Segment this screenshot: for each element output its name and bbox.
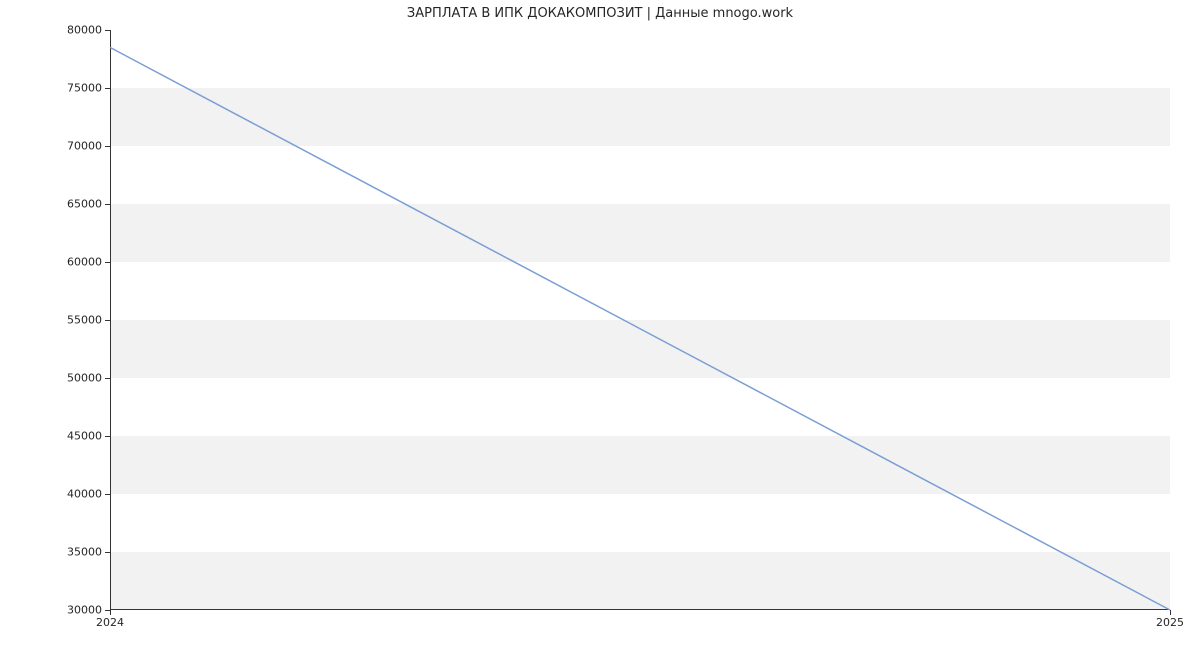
x-tick-mark xyxy=(1170,610,1171,615)
x-tick-label: 2024 xyxy=(96,616,124,629)
plot-area: 3000035000400004500050000550006000065000… xyxy=(110,30,1170,610)
x-tick-label: 2025 xyxy=(1156,616,1184,629)
y-tick-label: 60000 xyxy=(67,256,102,269)
y-tick-label: 80000 xyxy=(67,24,102,37)
y-tick-label: 35000 xyxy=(67,546,102,559)
y-tick-label: 70000 xyxy=(67,140,102,153)
y-tick-label: 55000 xyxy=(67,314,102,327)
x-tick-mark xyxy=(110,610,111,615)
y-tick-label: 75000 xyxy=(67,82,102,95)
y-tick-label: 30000 xyxy=(67,604,102,617)
chart-line xyxy=(110,30,1170,610)
salary-chart: ЗАРПЛАТА В ИПК ДОКАКОМПОЗИТ | Данные mno… xyxy=(0,0,1200,650)
y-tick-label: 50000 xyxy=(67,372,102,385)
series-salary xyxy=(110,47,1170,610)
chart-title: ЗАРПЛАТА В ИПК ДОКАКОМПОЗИТ | Данные mno… xyxy=(0,6,1200,21)
y-tick-label: 65000 xyxy=(67,198,102,211)
y-tick-label: 40000 xyxy=(67,488,102,501)
y-tick-label: 45000 xyxy=(67,430,102,443)
